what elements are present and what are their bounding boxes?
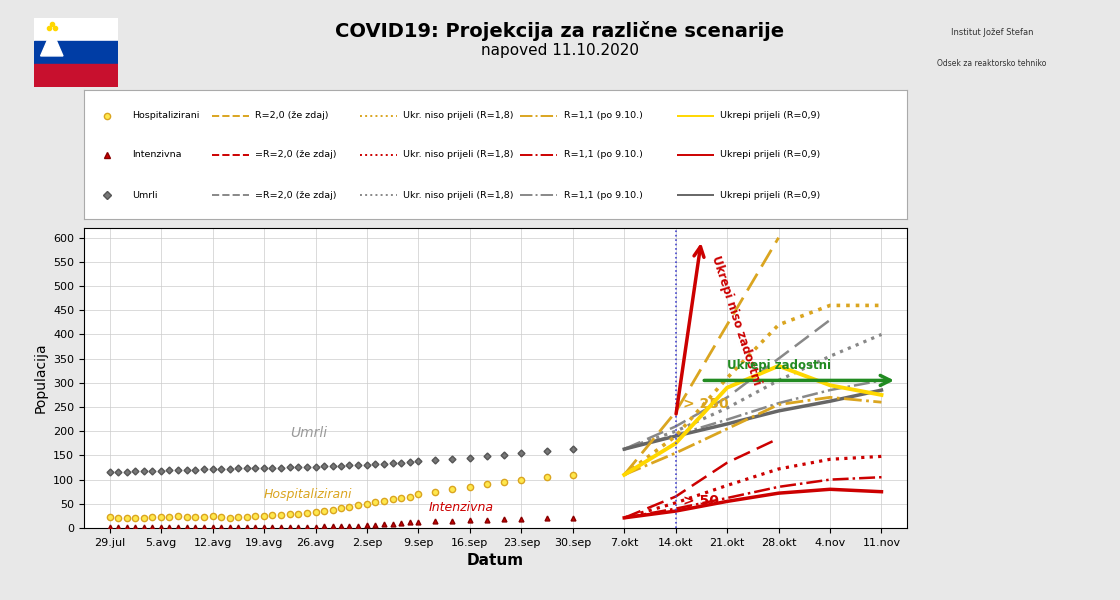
Text: R=1,1 (po 9.10.): R=1,1 (po 9.10.) [564,112,643,120]
Text: COVID19: Projekcija za različne scenarije: COVID19: Projekcija za različne scenarij… [335,21,785,41]
Polygon shape [40,30,63,56]
Text: Ukr. niso prijeli (R=1,8): Ukr. niso prijeli (R=1,8) [403,112,514,120]
Y-axis label: Populacija: Populacija [34,343,47,413]
Text: Hospitalizirani: Hospitalizirani [132,112,199,120]
Text: Intenzivna: Intenzivna [429,501,494,514]
Bar [34,64,118,87]
Text: Umrli: Umrli [290,426,327,440]
Text: Intenzivna: Intenzivna [132,150,181,159]
Text: Institut Jožef Stefan: Institut Jožef Stefan [951,28,1033,37]
Text: R=1,1 (po 9.10.): R=1,1 (po 9.10.) [564,191,643,200]
Text: Hospitalizirani: Hospitalizirani [264,488,353,501]
Bar [34,41,118,64]
Text: Ukrepi prijeli (R=0,9): Ukrepi prijeli (R=0,9) [720,191,821,200]
Text: > 50: > 50 [683,494,719,508]
Text: =R=2,0 (že zdaj): =R=2,0 (že zdaj) [255,150,337,159]
Text: =R=2,0 (že zdaj): =R=2,0 (že zdaj) [255,191,337,200]
Text: R=1,1 (po 9.10.): R=1,1 (po 9.10.) [564,150,643,159]
Text: Ukr. niso prijeli (R=1,8): Ukr. niso prijeli (R=1,8) [403,150,514,159]
Text: R=2,0 (že zdaj): R=2,0 (že zdaj) [255,112,329,120]
Text: > 250: > 250 [683,397,729,411]
Text: Ukrepi zadostni: Ukrepi zadostni [727,359,831,372]
Text: Odsek za reaktorsko tehniko: Odsek za reaktorsko tehniko [937,59,1046,68]
Text: Ukr. niso prijeli (R=1,8): Ukr. niso prijeli (R=1,8) [403,191,514,200]
Text: Umrli: Umrli [132,191,157,200]
Text: Ukrepi prijeli (R=0,9): Ukrepi prijeli (R=0,9) [720,112,821,120]
Text: Ukrepi prijeli (R=0,9): Ukrepi prijeli (R=0,9) [720,150,821,159]
Text: napoved 11.10.2020: napoved 11.10.2020 [480,43,640,58]
Text: Ukrepi niso zadostni: Ukrepi niso zadostni [709,253,764,386]
Bar [34,18,118,41]
X-axis label: Datum: Datum [467,553,524,568]
